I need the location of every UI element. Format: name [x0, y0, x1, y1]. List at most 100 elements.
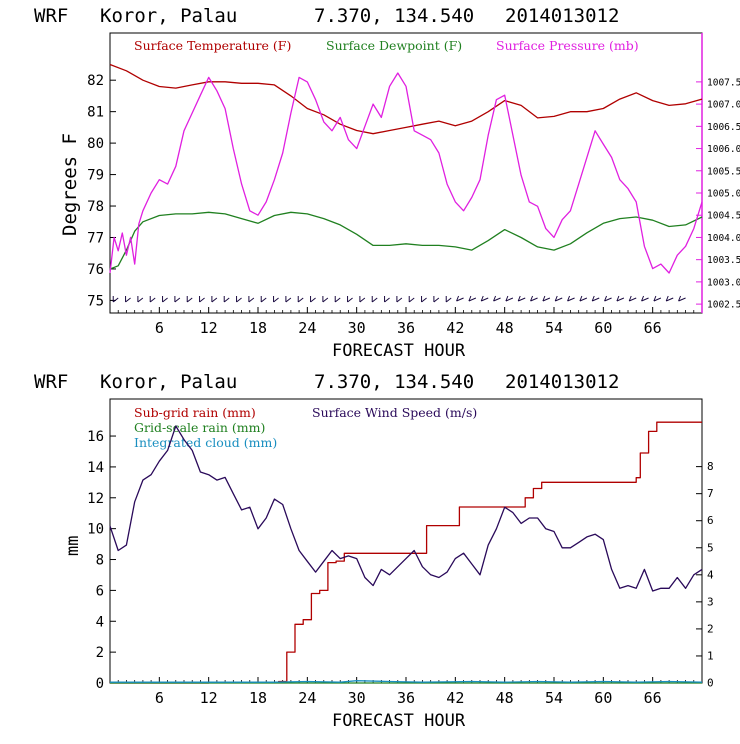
y2-tick-label: 1007.5 — [707, 77, 740, 88]
wind-barb-shaft — [629, 297, 637, 302]
x-tick-label: 48 — [496, 319, 514, 337]
wind-barb-flag — [505, 295, 509, 302]
wind-barb-flag — [567, 295, 571, 302]
wind-barb-shaft — [408, 297, 415, 303]
bottom-header-model: WRF — [34, 371, 68, 393]
wind-barb-shaft — [347, 297, 353, 303]
y-tick-label: 78 — [87, 199, 104, 215]
wind-barb-shaft — [456, 297, 464, 302]
wind-barb-flag — [517, 295, 521, 302]
wind-barb-flag — [678, 295, 682, 302]
bottom-y2-ticks: 0 1 2 3 4 5 6 7 8 — [696, 460, 714, 690]
wind-barb-shaft — [555, 297, 563, 302]
x-tick-label: 24 — [298, 689, 316, 707]
x-tick-label: 48 — [496, 689, 514, 707]
wind-barb-flag — [493, 295, 497, 302]
y-tick-label: 2 — [96, 645, 104, 661]
y-tick-label: 4 — [96, 614, 104, 630]
x-tick-label: 66 — [644, 689, 662, 707]
top-header: WRF Koror, Palau 7.370, 134.540 20140130… — [34, 5, 619, 27]
x-tick-label: 60 — [594, 689, 612, 707]
top-x-axis-label: FORECAST HOUR — [332, 341, 466, 361]
x-tick-label: 12 — [200, 689, 218, 707]
wind-barb-shaft — [371, 297, 378, 303]
wind-barb-flag — [579, 295, 583, 302]
wind-barb-shaft — [125, 297, 131, 303]
wind-barb-shaft — [211, 297, 218, 303]
bottom-header: WRF Koror, Palau 7.370, 134.540 20140130… — [34, 371, 619, 393]
y2-tick-label: 1005.0 — [707, 189, 740, 200]
y2-tick-label: 1 — [707, 649, 714, 662]
wind-barb-shaft — [186, 297, 193, 303]
bottom-header-run: 2014013012 — [505, 371, 619, 393]
legend-temperature: Surface Temperature (F) — [134, 38, 291, 53]
y-tick-label: 80 — [87, 136, 104, 152]
y-tick-label: 79 — [87, 168, 104, 184]
y2-tick-label: 8 — [707, 460, 714, 473]
legend-pressure: Surface Pressure (mb) — [496, 38, 639, 53]
y-tick-label: 8 — [96, 553, 104, 569]
y2-tick-label: 6 — [707, 514, 714, 527]
y-tick-label: 10 — [87, 522, 104, 538]
wind-barb-shaft — [592, 297, 600, 302]
y-tick-label: 0 — [96, 676, 104, 692]
wind-barb-shaft — [616, 297, 625, 302]
y2-tick-label: 3 — [707, 595, 714, 608]
wind-barb-shaft — [149, 297, 156, 303]
wind-barb-flag — [604, 295, 608, 302]
wind-barb-shaft — [396, 297, 403, 303]
wind-barb-shaft — [285, 297, 292, 303]
x-tick-label: 6 — [155, 319, 164, 337]
y2-tick-label: 5 — [707, 541, 714, 554]
wind-barb-flag — [554, 295, 558, 302]
wind-barb-shaft — [481, 297, 489, 302]
wind-barb-shaft — [297, 297, 304, 303]
legend-dewpoint: Surface Dewpoint (F) — [326, 38, 462, 53]
y2-tick-label: 1006.0 — [707, 144, 740, 155]
wind-barb-flag — [653, 295, 657, 302]
x-tick-label: 18 — [249, 319, 267, 337]
wind-barb-shaft — [518, 297, 526, 302]
wind-barb-flag — [468, 295, 472, 302]
legend-cloud: Integrated cloud (mm) — [134, 435, 277, 450]
legend-grid-rain: Grid-scale rain (mm) — [134, 420, 265, 435]
x-tick-label: 42 — [446, 319, 464, 337]
top-x-ticks: 6 12 18 24 30 36 42 48 54 60 66 — [117, 307, 695, 337]
wind-barb-shaft — [359, 297, 366, 303]
y-tick-label: 82 — [87, 73, 104, 89]
wind-barb-shaft — [310, 297, 316, 303]
wind-barb-shaft — [137, 297, 144, 303]
top-header-location: Koror, Palau — [100, 5, 237, 27]
wind-barb-shaft — [653, 297, 662, 302]
y-tick-label: 75 — [87, 293, 104, 309]
wind-barb-shaft — [248, 297, 255, 303]
wind-barb-shaft — [666, 297, 674, 302]
wind-barb-shaft — [493, 297, 501, 302]
y2-tick-label: 1005.5 — [707, 166, 740, 177]
wind-barb-flag — [530, 295, 534, 302]
x-tick-label: 54 — [545, 319, 563, 337]
y2-tick-label: 4 — [707, 568, 714, 581]
x-tick-label: 18 — [249, 689, 267, 707]
dewpoint-line — [109, 211, 703, 270]
top-y-ticks: 75 76 77 78 79 80 81 82 — [87, 73, 116, 309]
wind-barb-flag — [480, 295, 484, 302]
y2-tick-label: 1007.0 — [707, 100, 740, 111]
x-tick-label: 30 — [348, 689, 366, 707]
bottom-y-axis-label: mm — [63, 536, 83, 556]
top-header-coords: 7.370, 134.540 — [314, 5, 474, 27]
y-tick-label: 81 — [87, 105, 104, 121]
wind-barb-flag — [456, 295, 460, 302]
x-tick-label: 12 — [200, 319, 218, 337]
wind-barb-shaft — [162, 297, 168, 303]
wind-barb-shaft — [604, 297, 612, 302]
wind-barb-shaft — [567, 297, 575, 302]
x-tick-label: 66 — [644, 319, 662, 337]
wind-barb-flag — [628, 295, 632, 302]
wind-barb-shaft — [273, 297, 279, 303]
x-tick-label: 54 — [545, 689, 563, 707]
y-tick-label: 12 — [87, 491, 104, 507]
pressure-line — [109, 72, 703, 274]
